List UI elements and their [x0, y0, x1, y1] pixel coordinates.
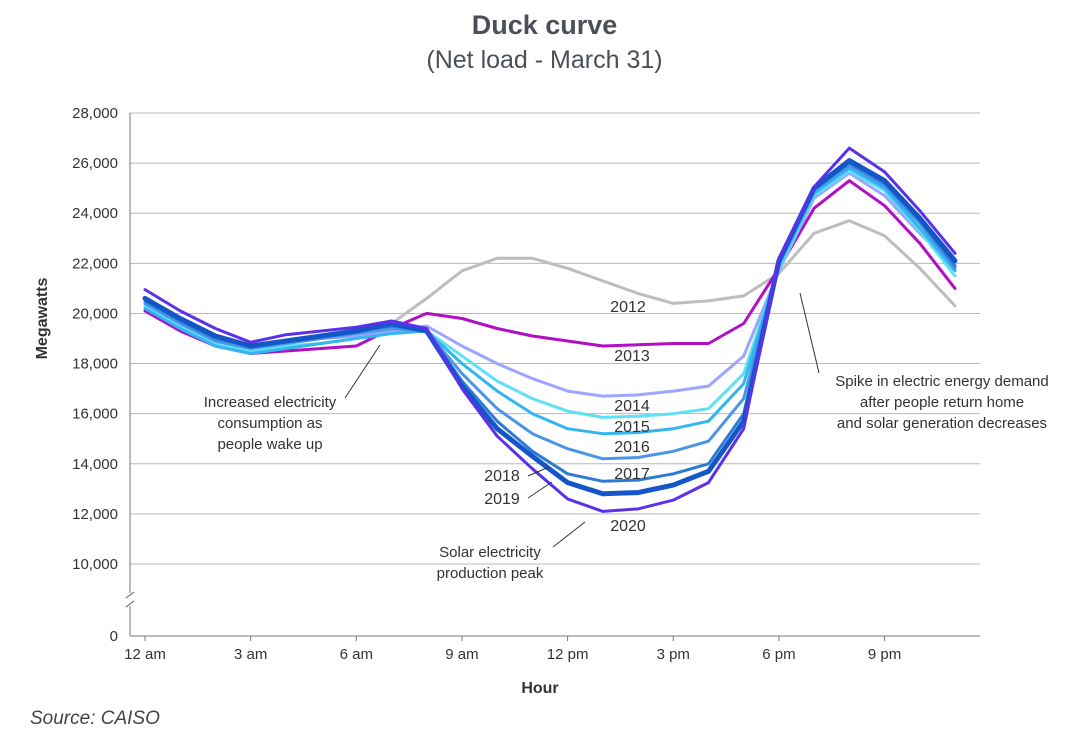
axis-break-mark — [125, 600, 135, 608]
x-tick-label: 12 am — [124, 646, 166, 663]
annotation-leader — [799, 292, 820, 374]
year-labels: 2012 2013 2014 2015 2016 2017 2018 2019 2020 — [484, 299, 650, 535]
annotation-line: Increased electricity — [204, 394, 337, 411]
annotation-spike: Spike in electric energy demand after peo… — [799, 292, 1049, 432]
annotation-solar: Solar electricity production peak — [437, 521, 586, 582]
y-tick-label: 16,000 — [72, 406, 118, 423]
year-label-2019: 2019 — [484, 491, 520, 508]
annotation-line: consumption as — [217, 415, 322, 432]
year-label-2013: 2013 — [614, 348, 650, 365]
chart-subtitle: (Net load - March 31) — [426, 46, 663, 74]
annotation-leader — [344, 344, 381, 399]
x-tick-label: 6 am — [340, 646, 373, 663]
annotation-line: and solar generation decreases — [837, 415, 1047, 432]
annotation-line: Solar electricity — [439, 544, 541, 561]
annotation-wake: Increased electricity consumption as peopl… — [204, 344, 381, 453]
x-tick-label: 9 am — [445, 646, 478, 663]
year-label-2014: 2014 — [614, 398, 650, 415]
x-tick-label: 6 pm — [762, 646, 795, 663]
axes: 0 10,000 12,000 14,000 16,000 18,000 20,000 22,… — [34, 105, 980, 697]
series-lines — [142, 146, 958, 513]
series-line-2012 — [143, 219, 957, 350]
year-label-2018: 2018 — [484, 468, 520, 485]
y-tick-label: 24,000 — [72, 205, 118, 222]
x-tick-label: 3 pm — [657, 646, 690, 663]
year-label-2017: 2017 — [614, 466, 650, 483]
y-tick-label: 26,000 — [72, 155, 118, 172]
y-tick-label: 0 — [110, 628, 118, 645]
annotation-line: after people return home — [860, 394, 1024, 411]
y-tick-label: 12,000 — [72, 506, 118, 523]
y-tick-label: 20,000 — [72, 305, 118, 322]
year-label-2015: 2015 — [614, 419, 650, 436]
series-line-2019 — [142, 158, 958, 497]
y-tick-label: 10,000 — [72, 556, 118, 573]
year-label-2012: 2012 — [610, 299, 646, 316]
series-line-2013 — [143, 179, 957, 355]
series-line-2014 — [143, 171, 957, 398]
series-line-2020 — [143, 146, 957, 513]
leader-2019 — [527, 481, 553, 499]
y-axis-label: Megawatts — [34, 278, 51, 360]
annotation-line: production peak — [437, 565, 544, 582]
annotation-line: people wake up — [217, 436, 322, 453]
chart-title: Duck curve — [471, 10, 618, 40]
year-label-2016: 2016 — [614, 439, 650, 456]
y-tick-label: 18,000 — [72, 356, 118, 373]
series-line-2015 — [143, 169, 957, 419]
series-line-2018 — [143, 161, 957, 483]
y-tick-label: 22,000 — [72, 255, 118, 272]
x-tick-label: 9 pm — [868, 646, 901, 663]
year-label-2020: 2020 — [610, 518, 646, 535]
axis-break-mark — [125, 591, 135, 599]
series-line-2016 — [143, 166, 957, 436]
leader-2018 — [527, 466, 550, 477]
x-tick-label: 3 am — [234, 646, 267, 663]
annotation-line: Spike in electric energy demand — [835, 373, 1048, 390]
source-note: Source: CAISO — [30, 708, 160, 729]
x-tick-label: 12 pm — [547, 646, 589, 663]
y-tick-label: 14,000 — [72, 456, 118, 473]
y-tick-label: 28,000 — [72, 105, 118, 122]
x-axis-label: Hour — [521, 680, 558, 697]
annotations: Increased electricity consumption as peopl… — [204, 292, 1049, 582]
annotation-leader — [552, 521, 586, 548]
